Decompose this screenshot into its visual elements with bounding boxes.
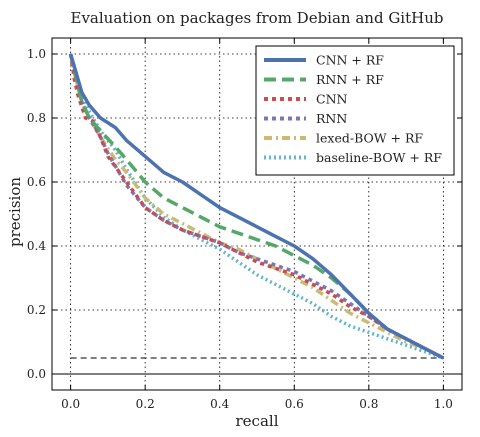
y-tick-label: 0.0 xyxy=(27,367,46,381)
y-tick-label: 0.8 xyxy=(27,111,46,125)
legend-box xyxy=(255,45,455,176)
y-tick-label: 0.2 xyxy=(27,303,46,317)
legend-label: RNN + RF xyxy=(316,72,384,87)
series-line-3 xyxy=(68,53,445,360)
legend-label: lexed-BOW + RF xyxy=(316,131,423,146)
plot-frame xyxy=(51,37,463,391)
series-line-2 xyxy=(68,53,445,360)
legend-label: CNN + RF xyxy=(316,53,384,68)
chart-title: Evaluation on packages from Debian and G… xyxy=(71,9,444,27)
x-tick-label: 0.0 xyxy=(61,397,80,411)
series-layer xyxy=(68,53,445,360)
ticks: 0.0 0.2 0.4 0.6 0.8 1.0 0.0 0.2 0.4 0.6 0.8 1.0 xyxy=(27,38,462,411)
x-tick-label: 0.8 xyxy=(359,397,378,411)
legend: CNN + RF RNN + RF CNN RNN lexed-BOW + RF base… xyxy=(255,45,455,176)
series-line-5 xyxy=(68,53,444,360)
y-axis-label: precision xyxy=(6,177,24,247)
legend-label: baseline-BOW + RF xyxy=(316,150,442,165)
x-tick-label: 0.6 xyxy=(285,397,304,411)
x-tick-label: 1.0 xyxy=(434,397,453,411)
x-axis-label: recall xyxy=(236,412,279,430)
y-tick-label: 1.0 xyxy=(27,47,46,61)
y-tick-label: 0.6 xyxy=(27,175,46,189)
legend-label: CNN xyxy=(316,92,348,107)
x-tick-label: 0.2 xyxy=(136,397,155,411)
series-line-0 xyxy=(68,53,445,360)
legend-label: RNN xyxy=(316,111,347,126)
y-tick-label: 0.4 xyxy=(27,239,46,253)
x-tick-label: 0.4 xyxy=(210,397,229,411)
